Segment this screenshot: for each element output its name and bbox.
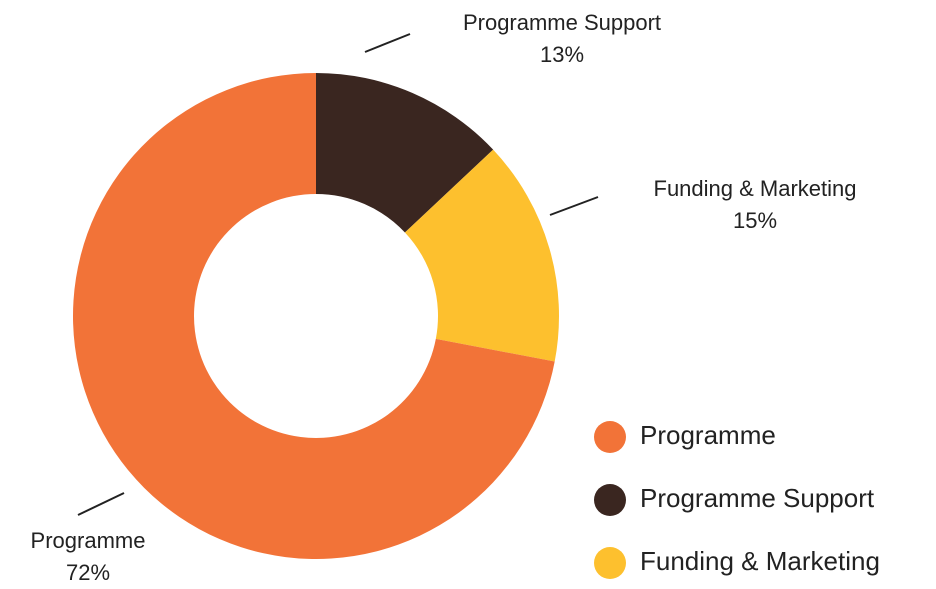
donut-slice [316, 73, 494, 233]
legend-label: Programme [640, 420, 776, 450]
legend-swatch [594, 421, 626, 453]
slice-value: 15% [733, 208, 777, 233]
donut-slice [404, 149, 559, 362]
legend-label: Funding & Marketing [640, 546, 880, 576]
leader-line [77, 492, 125, 516]
slice-label: Programme [31, 528, 146, 553]
slice-label: Programme Support [463, 10, 661, 35]
leader-line [549, 196, 599, 216]
slice-label: Funding & Marketing [654, 176, 857, 201]
slice-value: 13% [540, 42, 584, 67]
legend-swatch [594, 484, 626, 516]
leader-line [364, 33, 411, 53]
slice-value: 72% [66, 560, 110, 585]
legend-swatch [594, 547, 626, 579]
legend-label: Programme Support [640, 483, 875, 513]
donut-slice [72, 73, 555, 559]
